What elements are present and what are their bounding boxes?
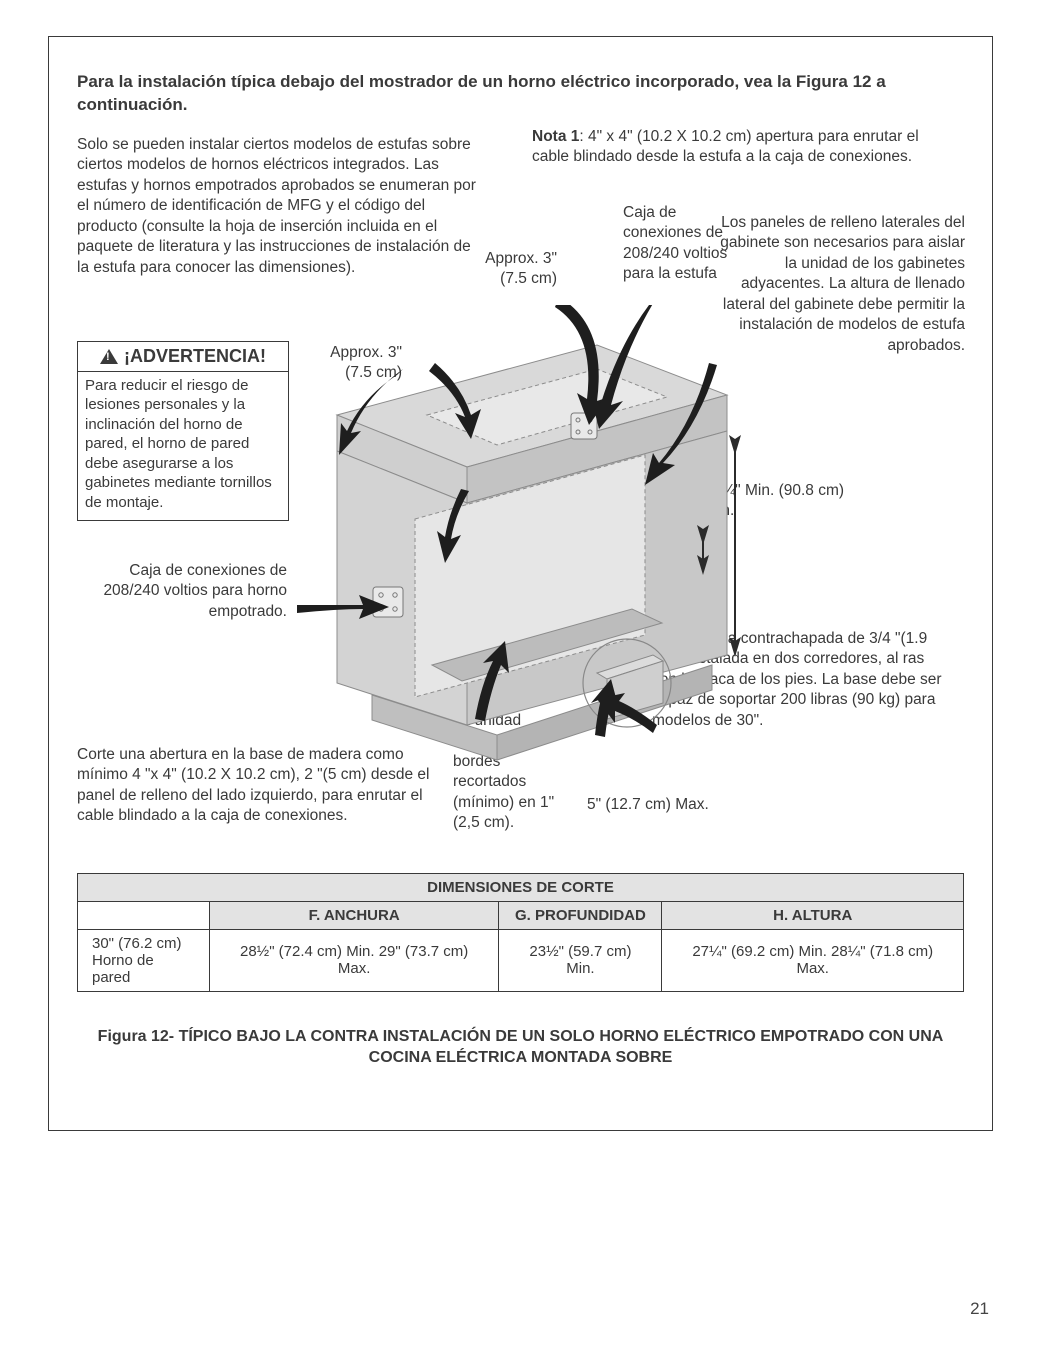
cell-G: 23½" (59.7 cm) Min. [499, 929, 662, 991]
figure-caption: Figura 12- TÍPICO BAJO LA CONTRA INSTALA… [77, 1026, 964, 1069]
table-blank-header [78, 901, 210, 929]
jbox-oven-label: Caja de conexiones de 208/240 voltios pa… [77, 561, 287, 622]
cell-F: 28½" (72.4 cm) Min. 29" (73.7 cm) Max. [209, 929, 499, 991]
page-title: Para la instalación típica debajo del mo… [77, 71, 964, 117]
page-number: 21 [970, 1299, 989, 1319]
note1-rest: : 4" x 4" (10.2 X 10.2 cm) apertura para… [532, 128, 919, 165]
five-inch-label: 5" (12.7 cm) Max. [587, 795, 767, 815]
warning-box: ¡ADVERTENCIA! Para reducir el riesgo de … [77, 341, 289, 522]
table-title: DIMENSIONES DE CORTE [78, 873, 964, 901]
col-F: F. ANCHURA [209, 901, 499, 929]
warning-icon [100, 349, 118, 364]
note1: Nota 1: 4" x 4" (10.2 X 10.2 cm) apertur… [532, 127, 942, 168]
cell-model: 30" (76.2 cm)Horno de pared [78, 929, 210, 991]
approx-a: Approx. 3" (7.5 cm) [457, 249, 557, 290]
note1-bold: Nota 1 [532, 128, 579, 145]
diagram-area: Solo se pueden instalar ciertos modelos … [77, 135, 964, 865]
warning-header: ¡ADVERTENCIA! [78, 342, 288, 372]
col-H: H. ALTURA [662, 901, 964, 929]
col-G: G. PROFUNDIDAD [499, 901, 662, 929]
dimensions-table: DIMENSIONES DE CORTE F. ANCHURA G. PROFU… [77, 873, 964, 992]
cell-H: 27¼" (69.2 cm) Min. 28¼" (71.8 cm) Max. [662, 929, 964, 991]
cabinet-diagram [297, 305, 777, 765]
warning-body: Para reducir el riesgo de lesiones perso… [78, 372, 288, 521]
warning-title: ¡ADVERTENCIA! [124, 346, 266, 367]
intro-text: Solo se pueden instalar ciertos modelos … [77, 135, 477, 278]
table-row: 30" (76.2 cm)Horno de pared 28½" (72.4 c… [78, 929, 964, 991]
